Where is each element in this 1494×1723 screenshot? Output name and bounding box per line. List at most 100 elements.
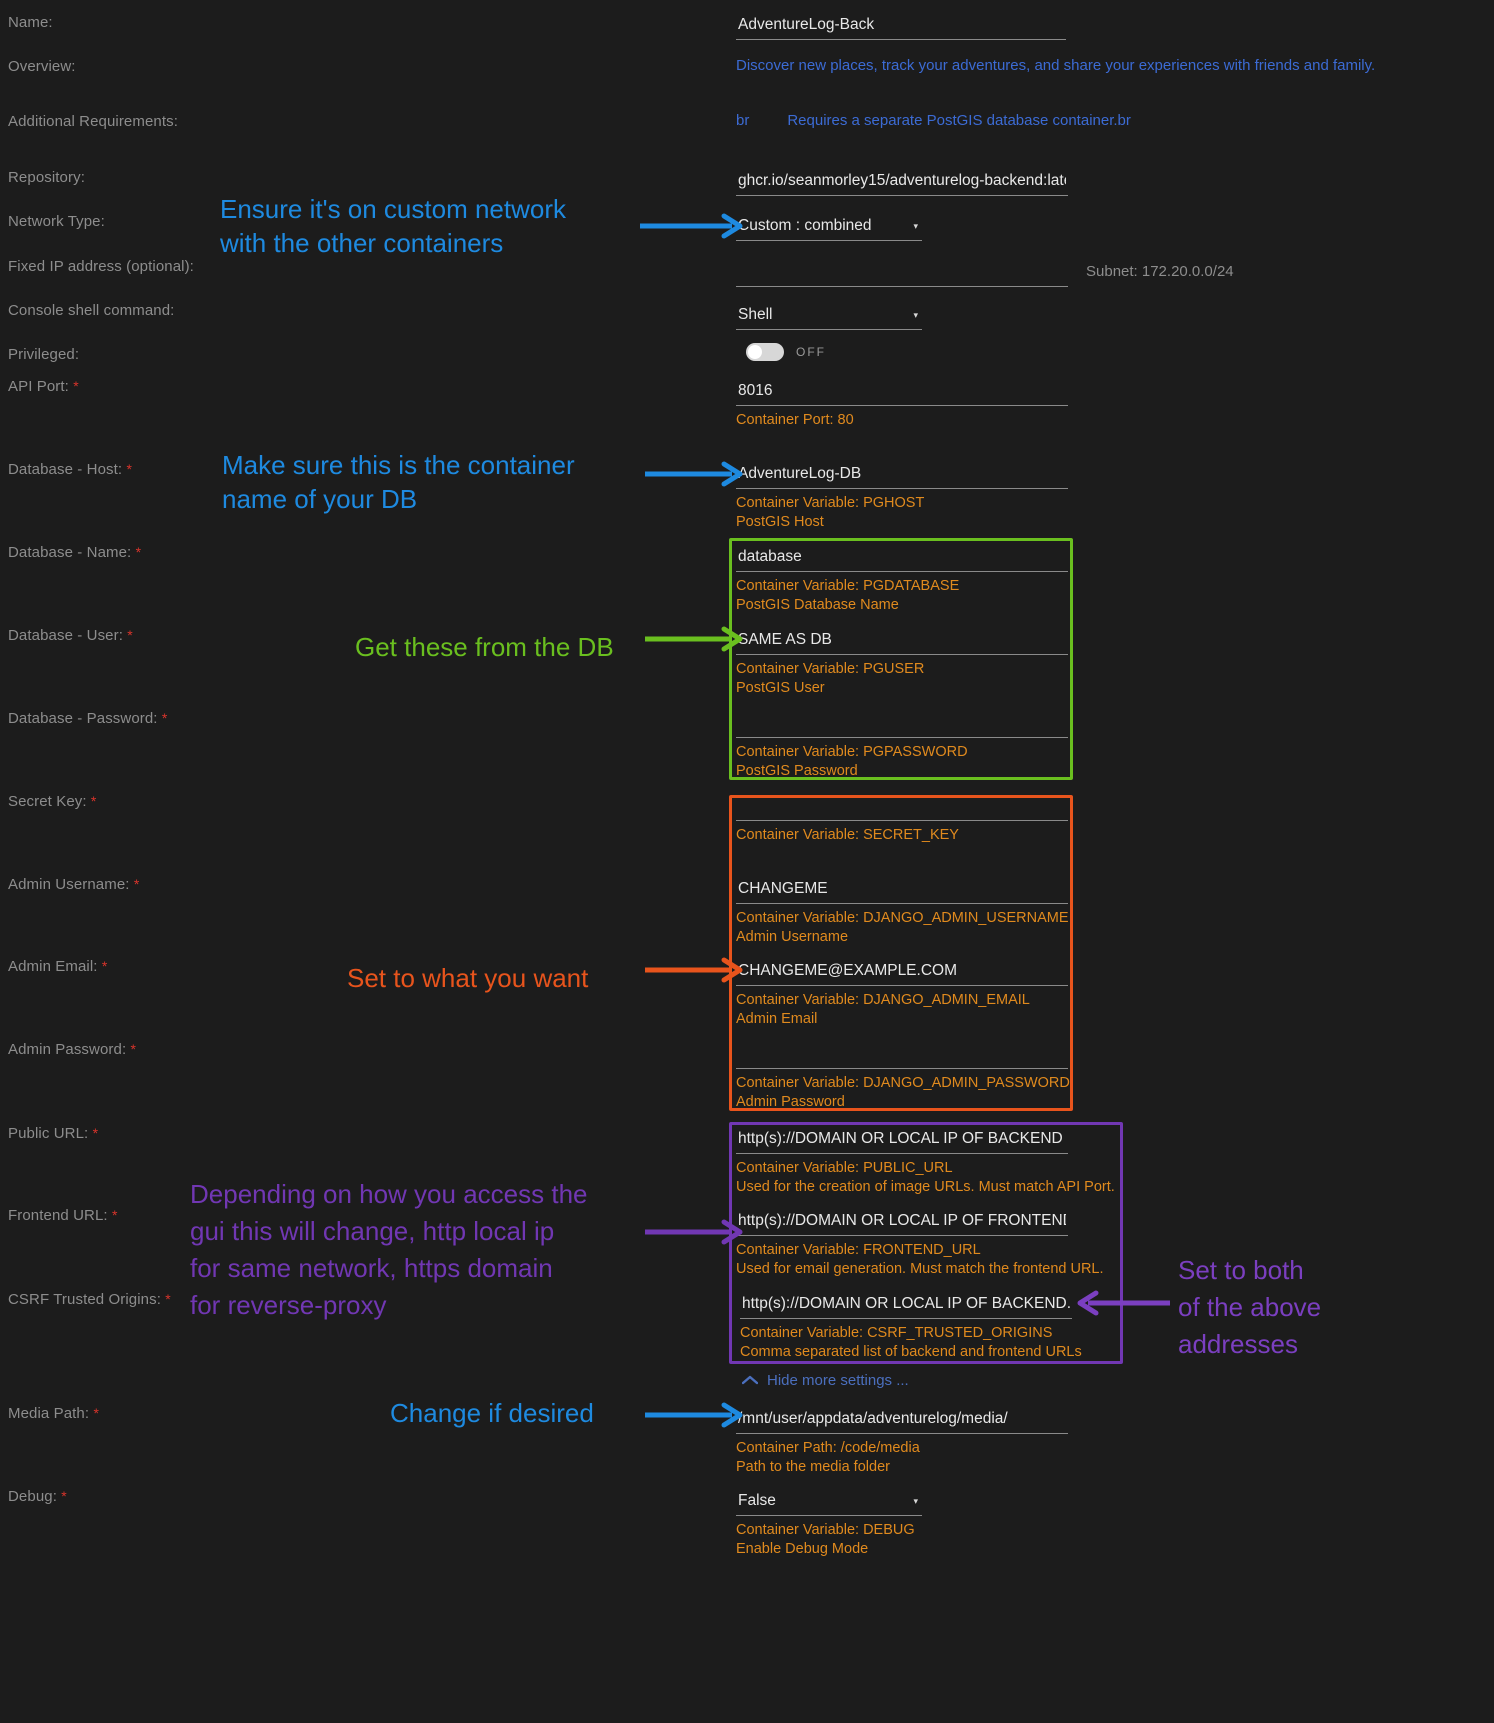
- field-db-password: Container Variable: PGPASSWORD PostGIS P…: [736, 712, 1068, 781]
- media-path-hint-desc: Path to the media folder: [736, 1459, 890, 1475]
- db-host-hint-desc: PostGIS Host: [736, 514, 824, 530]
- required-marker: *: [130, 1041, 137, 1057]
- debug-select[interactable]: False ▾: [736, 1490, 922, 1516]
- field-network-type: Custom : combined ▾: [736, 215, 922, 241]
- field-privileged: OFF: [746, 343, 826, 361]
- debug-hint-variable: Container Variable: DEBUG: [736, 1522, 915, 1538]
- name-input[interactable]: [736, 14, 1066, 40]
- label-db-user: Database - User: *: [8, 627, 133, 644]
- admin-username-hint-desc: Admin Username: [736, 929, 849, 945]
- label-overview: Overview:: [8, 58, 76, 75]
- field-csrf: Container Variable: CSRF_TRUSTED_ORIGINS…: [740, 1293, 1082, 1362]
- secret-key-input[interactable]: [736, 795, 1068, 821]
- label-additional-requirements: Additional Requirements:: [8, 113, 178, 130]
- frontend-url-hint-desc: Used for email generation. Must match th…: [736, 1261, 1104, 1277]
- media-path-input[interactable]: [736, 1408, 1068, 1434]
- required-marker: *: [101, 958, 108, 974]
- required-marker: *: [135, 544, 142, 560]
- label-debug: Debug: *: [8, 1488, 67, 1505]
- admin-password-hint-variable: Container Variable: DJANGO_ADMIN_PASSWOR…: [736, 1075, 1070, 1091]
- label-name: Name:: [8, 14, 53, 31]
- annotation-network-note: Ensure it's on custom network with the o…: [220, 194, 566, 258]
- db-name-hint-desc: PostGIS Database Name: [736, 597, 899, 613]
- subnet-note-wrap: Subnet: 172.20.0.0/24: [1086, 263, 1234, 281]
- network-type-value: Custom : combined: [738, 217, 872, 234]
- api-port-input[interactable]: [736, 380, 1068, 406]
- label-repository: Repository:: [8, 169, 85, 186]
- label-admin-email: Admin Email: *: [8, 958, 108, 975]
- required-marker: *: [133, 876, 140, 892]
- admin-password-input[interactable]: [736, 1043, 1068, 1069]
- field-db-name: Container Variable: PGDATABASE PostGIS D…: [736, 546, 1068, 615]
- csrf-hint-variable: Container Variable: CSRF_TRUSTED_ORIGINS: [740, 1325, 1053, 1341]
- admin-email-input[interactable]: [736, 960, 1068, 986]
- frontend-url-hint-variable: Container Variable: FRONTEND_URL: [736, 1242, 981, 1258]
- field-api-port: Container Port: 80: [736, 380, 1068, 430]
- field-secret-key: Container Variable: SECRET_KEY: [736, 795, 1068, 845]
- repository-input[interactable]: [736, 170, 1068, 196]
- label-public-url: Public URL: *: [8, 1125, 99, 1142]
- toggle-knob: [748, 345, 762, 359]
- field-repository: [736, 170, 1068, 196]
- admin-email-hint-desc: Admin Email: [736, 1011, 818, 1027]
- field-db-host: Container Variable: PGHOST PostGIS Host: [736, 463, 1068, 532]
- csrf-input[interactable]: [740, 1293, 1072, 1319]
- label-frontend-url: Frontend URL: *: [8, 1207, 118, 1224]
- network-type-select[interactable]: Custom : combined ▾: [736, 215, 922, 241]
- arrow-csrf-side-note: [1077, 1290, 1170, 1316]
- label-privileged: Privileged:: [8, 346, 80, 363]
- required-marker: *: [111, 1207, 118, 1223]
- db-name-input[interactable]: [736, 546, 1068, 572]
- label-db-host: Database - Host: *: [8, 461, 132, 478]
- chevron-down-icon: ▾: [913, 220, 918, 231]
- additional-requirements-br: br: [736, 112, 750, 129]
- fixed-ip-input[interactable]: [736, 261, 1068, 287]
- api-port-hint: Container Port: 80: [736, 412, 854, 428]
- required-marker: *: [90, 793, 97, 809]
- label-db-password: Database - Password: *: [8, 710, 168, 727]
- field-public-url: Container Variable: PUBLIC_URL Used for …: [736, 1128, 1115, 1197]
- public-url-input[interactable]: [736, 1128, 1068, 1154]
- db-password-input[interactable]: [736, 712, 1068, 738]
- annotation-csrf-side-note: Set to both of the above addresses: [1178, 1255, 1322, 1359]
- field-console-shell: Shell ▾: [736, 304, 922, 330]
- privileged-toggle[interactable]: OFF: [746, 343, 826, 361]
- secret-key-hint-variable: Container Variable: SECRET_KEY: [736, 827, 959, 843]
- privileged-state-label: OFF: [796, 345, 826, 359]
- public-url-hint-desc: Used for the creation of image URLs. Mus…: [736, 1179, 1115, 1195]
- admin-username-input[interactable]: [736, 878, 1068, 904]
- required-marker: *: [61, 1488, 67, 1504]
- field-admin-username: Container Variable: DJANGO_ADMIN_USERNAM…: [736, 878, 1069, 947]
- frontend-url-input[interactable]: [736, 1210, 1068, 1236]
- required-marker: *: [127, 627, 133, 643]
- required-marker: *: [161, 710, 168, 726]
- label-media-path: Media Path: *: [8, 1405, 99, 1422]
- required-marker: *: [73, 378, 79, 394]
- field-frontend-url: Container Variable: FRONTEND_URL Used fo…: [736, 1210, 1104, 1279]
- field-db-user: Container Variable: PGUSER PostGIS User: [736, 629, 1068, 698]
- annotation-url-group-note: Depending on how you access the gui this…: [190, 1179, 588, 1320]
- label-admin-password: Admin Password: *: [8, 1041, 137, 1058]
- chevron-up-icon: [741, 1374, 759, 1388]
- label-api-port: API Port: *: [8, 378, 79, 395]
- label-fixed-ip: Fixed IP address (optional):: [8, 258, 194, 275]
- db-user-hint-variable: Container Variable: PGUSER: [736, 661, 925, 677]
- required-marker: *: [126, 461, 132, 477]
- admin-password-hint-desc: Admin Password: [736, 1094, 845, 1110]
- additional-requirements-text: Requires a separate PostGIS database con…: [787, 112, 1131, 129]
- db-password-hint-variable: Container Variable: PGPASSWORD: [736, 744, 968, 760]
- label-network-type: Network Type:: [8, 213, 105, 230]
- chevron-down-icon: ▾: [913, 309, 918, 320]
- toggle-track: [746, 343, 784, 361]
- hide-more-settings-toggle[interactable]: Hide more settings ...: [741, 1372, 909, 1389]
- console-shell-select[interactable]: Shell ▾: [736, 304, 922, 330]
- db-name-hint-variable: Container Variable: PGDATABASE: [736, 578, 960, 594]
- field-additional-requirements: br Requires a separate PostGIS database …: [736, 112, 1131, 129]
- db-host-input[interactable]: [736, 463, 1068, 489]
- label-console-shell: Console shell command:: [8, 302, 175, 319]
- db-host-hint-variable: Container Variable: PGHOST: [736, 495, 925, 511]
- debug-value: False: [738, 1492, 776, 1509]
- db-password-hint-desc: PostGIS Password: [736, 763, 858, 779]
- db-user-input[interactable]: [736, 629, 1068, 655]
